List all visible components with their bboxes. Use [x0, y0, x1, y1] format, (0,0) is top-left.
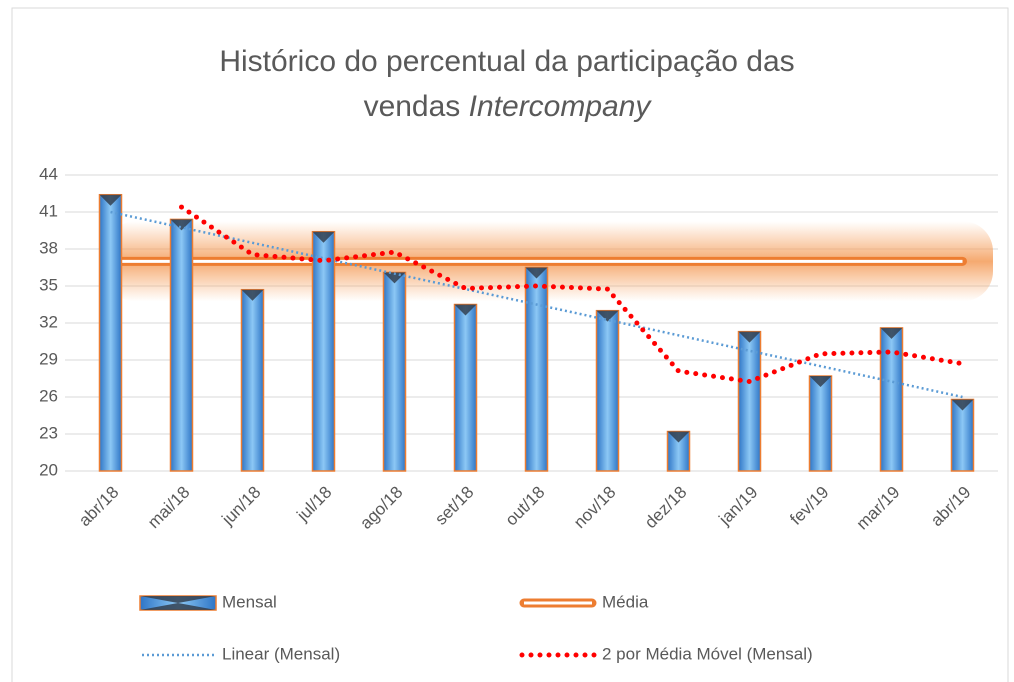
bar [169, 218, 194, 472]
bar [98, 193, 123, 472]
legend-label: Linear (Mensal) [222, 644, 340, 663]
y-tick-label: 44 [39, 164, 58, 183]
bar-cap [525, 267, 548, 279]
bar-cap [880, 327, 903, 339]
y-tick-label: 32 [39, 312, 58, 331]
bar-cap [596, 310, 619, 322]
line [179, 204, 965, 385]
bar-cap [312, 231, 335, 243]
y-tick-label: 29 [39, 349, 58, 368]
legend: Mensal Média Linear (Mensal) 2 por Média Mó… [139, 592, 813, 663]
bar-cap [170, 219, 193, 231]
bar-cap [667, 431, 690, 443]
bar [595, 309, 620, 472]
y-tick-label: 41 [39, 201, 58, 220]
chart-title: vendas Intercompany [364, 90, 653, 123]
bar-cap [809, 376, 832, 388]
bar [240, 288, 265, 472]
y-tick-label: 20 [39, 460, 58, 479]
bar-cap [951, 399, 974, 411]
bar [524, 266, 549, 472]
bar [808, 375, 833, 472]
bar [311, 230, 336, 472]
title-italic: Intercompany [469, 90, 653, 123]
bar [382, 271, 407, 472]
bar [453, 303, 478, 472]
legend-label: 2 por Média Móvel (Mensal) [602, 644, 813, 663]
y-tick-label: 26 [39, 386, 58, 405]
title-part: vendas [364, 90, 461, 123]
chart-title: Histórico do percentual da participação … [219, 45, 794, 78]
bar-cap [99, 194, 122, 206]
bar-cap [738, 331, 761, 343]
bar-cap [454, 304, 477, 316]
legend-label: Mensal [222, 592, 277, 611]
bar-cap [241, 289, 264, 301]
bar [879, 327, 904, 472]
legend-label: Média [602, 592, 649, 611]
y-tick-label: 38 [39, 238, 58, 257]
y-tick-label: 23 [39, 423, 58, 442]
legend-swatch-cap [140, 596, 216, 610]
y-tick-label: 35 [39, 275, 58, 294]
line [110, 210, 963, 399]
plot [98, 193, 993, 472]
